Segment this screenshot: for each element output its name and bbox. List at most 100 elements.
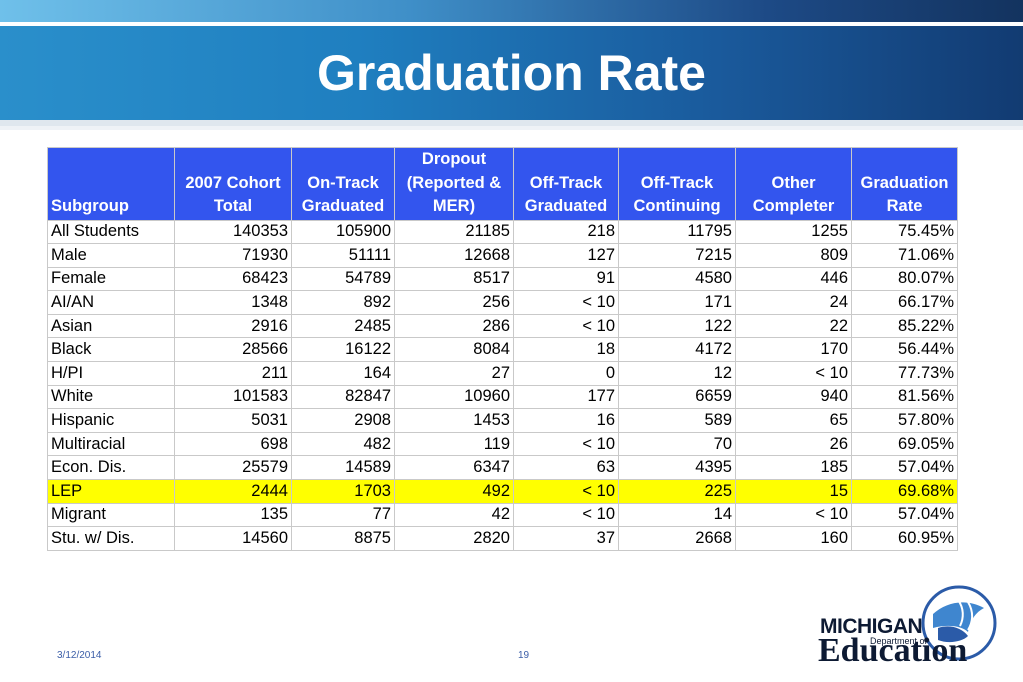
- subgroup-cell: Hispanic: [47, 408, 175, 433]
- value-cell: 2444: [174, 479, 292, 504]
- subgroup-cell: Econ. Dis.: [47, 455, 175, 481]
- value-cell: 6347: [394, 455, 514, 481]
- subgroup-cell: Male: [47, 243, 175, 268]
- column-header: Off-Track Graduated: [513, 147, 619, 221]
- value-cell: 135: [174, 502, 292, 528]
- subgroup-cell: Migrant: [47, 502, 175, 528]
- column-header-line: Off-Track: [640, 173, 714, 192]
- logo-department-text: Department of: [870, 636, 928, 646]
- value-cell: 14560: [174, 526, 292, 551]
- value-cell: 1703: [291, 479, 395, 504]
- title-banner: Graduation Rate: [0, 0, 1023, 124]
- table-row: Hispanic 5031 2908 1453 16 589 65 57.80%: [47, 408, 958, 433]
- value-cell: 75.45%: [851, 219, 958, 245]
- value-cell: 80.07%: [851, 266, 958, 292]
- value-cell: 12668: [394, 243, 514, 268]
- slide-title: Graduation Rate: [317, 45, 706, 101]
- column-header-line: Subgroup: [51, 197, 129, 215]
- banner-bottom-shadow: [0, 126, 1023, 130]
- value-cell: 10960: [394, 384, 514, 410]
- value-cell: 11795: [618, 219, 736, 245]
- column-header-line: Continuing: [633, 197, 721, 215]
- value-cell: < 10: [513, 502, 619, 528]
- subgroup-cell: Female: [47, 266, 175, 292]
- value-cell: 1348: [174, 290, 292, 315]
- column-header-line: Dropout: [421, 150, 487, 168]
- value-cell: 18: [513, 337, 619, 363]
- value-cell: 63: [513, 455, 619, 481]
- value-cell: 2908: [291, 408, 395, 433]
- value-cell: 54789: [291, 266, 395, 292]
- value-cell: 119: [394, 431, 514, 457]
- footer-date: 3/12/2014: [57, 650, 102, 661]
- value-cell: 940: [735, 384, 852, 410]
- value-cell: 256: [394, 290, 514, 315]
- value-cell: 164: [291, 361, 395, 386]
- column-header: Dropout (Reported & MER): [394, 147, 514, 221]
- logo-education-text: Education: [818, 632, 968, 669]
- value-cell: 69.05%: [851, 431, 958, 457]
- subgroup-cell: H/PI: [47, 361, 175, 386]
- column-header-line: Graduated: [524, 197, 608, 215]
- value-cell: 77: [291, 502, 395, 528]
- table-row: White 101583 82847 10960 177 6659 940 81.56%: [47, 384, 958, 410]
- value-cell: 892: [291, 290, 395, 315]
- value-cell: 2668: [618, 526, 736, 551]
- column-header-line: Rate: [886, 197, 923, 215]
- value-cell: 21185: [394, 219, 514, 245]
- table-row: AI/AN 1348 892 256 < 10 171 24 66.17%: [47, 290, 958, 315]
- value-cell: 4395: [618, 455, 736, 481]
- value-cell: 492: [394, 479, 514, 504]
- column-header: On-Track Graduated: [291, 147, 395, 221]
- value-cell: 12: [618, 361, 736, 386]
- michigan-education-logo: MICHIGAN Department of Education: [818, 584, 1002, 668]
- value-cell: 16: [513, 408, 619, 433]
- value-cell: 14589: [291, 455, 395, 481]
- subgroup-cell: Stu. w/ Dis.: [47, 526, 175, 551]
- value-cell: 68423: [174, 266, 292, 292]
- subgroup-cell: All Students: [47, 219, 175, 245]
- value-cell: 69.68%: [851, 479, 958, 504]
- value-cell: 65: [735, 408, 852, 433]
- table-header-row: Subgroup 2007 Cohort Total On-Track Graduate…: [47, 147, 958, 221]
- value-cell: 160: [735, 526, 852, 551]
- value-cell: 16122: [291, 337, 395, 363]
- logo-michigan-text: MICHIGAN: [820, 615, 923, 638]
- column-header: 2007 Cohort Total: [174, 147, 292, 221]
- column-header: Off-Track Continuing: [618, 147, 736, 221]
- value-cell: 26: [735, 431, 852, 457]
- value-cell: 589: [618, 408, 736, 433]
- value-cell: 8517: [394, 266, 514, 292]
- value-cell: 1453: [394, 408, 514, 433]
- column-header-line: Total: [213, 197, 253, 215]
- value-cell: 51111: [291, 243, 395, 268]
- subgroup-cell: Multiracial: [47, 431, 175, 457]
- value-cell: 7215: [618, 243, 736, 268]
- value-cell: 177: [513, 384, 619, 410]
- value-cell: 15: [735, 479, 852, 504]
- column-header-line: 2007 Cohort: [185, 173, 281, 192]
- value-cell: 218: [513, 219, 619, 245]
- value-cell: 77.73%: [851, 361, 958, 386]
- value-cell: 25579: [174, 455, 292, 481]
- value-cell: 2485: [291, 313, 395, 339]
- table-row: Black 28566 16122 8084 18 4172 170 56.44%: [47, 337, 958, 363]
- value-cell: 2820: [394, 526, 514, 551]
- column-header-line: Graduation: [860, 173, 949, 192]
- value-cell: 82847: [291, 384, 395, 410]
- value-cell: 4172: [618, 337, 736, 363]
- subgroup-cell: White: [47, 384, 175, 410]
- graduation-table: Subgroup 2007 Cohort Total On-Track Graduate…: [47, 147, 958, 551]
- value-cell: 127: [513, 243, 619, 268]
- value-cell: 2916: [174, 313, 292, 339]
- banner-bottom-edge: [0, 120, 1023, 126]
- column-header-line: Off-Track: [529, 173, 603, 192]
- value-cell: 105900: [291, 219, 395, 245]
- value-cell: 4580: [618, 266, 736, 292]
- table-row: All Students 140353 105900 21185 218 11795 125…: [47, 219, 958, 245]
- value-cell: 286: [394, 313, 514, 339]
- value-cell: < 10: [513, 479, 619, 504]
- value-cell: 122: [618, 313, 736, 339]
- table-row: Migrant 135 77 42 < 10 14 < 10 57.04%: [47, 502, 958, 528]
- subgroup-cell: LEP: [47, 479, 175, 504]
